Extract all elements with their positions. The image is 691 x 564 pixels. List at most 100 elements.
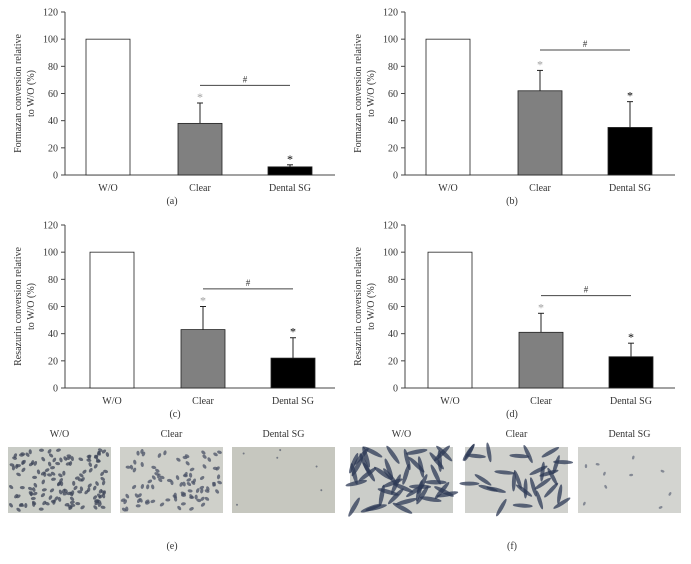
cell — [184, 454, 190, 459]
significance-star: * — [197, 90, 203, 104]
cell — [604, 484, 608, 489]
y-tick-label: 60 — [48, 89, 58, 100]
cell — [88, 462, 92, 467]
cell — [189, 495, 195, 500]
bar — [85, 38, 131, 176]
cell — [235, 503, 238, 506]
cell — [386, 445, 400, 464]
cell — [195, 488, 200, 493]
y-tick-label: 40 — [48, 329, 58, 340]
cell — [28, 462, 34, 467]
cell — [486, 486, 506, 493]
image-caption: Dental SG — [263, 429, 305, 440]
x-tick-label: Dental SG — [272, 396, 314, 407]
cell — [18, 502, 24, 507]
cell — [166, 478, 172, 483]
panel-label: (c) — [169, 409, 180, 420]
cell — [351, 456, 364, 477]
cell — [395, 498, 417, 506]
bar — [177, 122, 223, 176]
cell — [402, 463, 410, 485]
panel-label: (b) — [506, 196, 518, 207]
image-caption: W/O — [50, 429, 69, 440]
cell — [32, 475, 38, 479]
cell — [15, 464, 21, 468]
bar — [89, 251, 135, 389]
cell — [242, 452, 245, 455]
cell — [541, 446, 560, 458]
cell — [496, 498, 507, 517]
y-tick-label: 60 — [388, 302, 398, 313]
x-tick-label: Clear — [530, 396, 552, 407]
cell — [101, 480, 106, 486]
cell — [276, 456, 279, 459]
x-tick-label: W/O — [98, 183, 117, 194]
cell — [417, 456, 425, 478]
cell — [16, 472, 21, 477]
cell — [42, 500, 47, 506]
micrograph — [578, 447, 681, 513]
significance-star: * — [287, 152, 293, 166]
cell — [180, 502, 186, 506]
y-tick-label: 60 — [388, 89, 398, 100]
cell — [40, 493, 46, 498]
cell — [315, 465, 318, 468]
cell — [405, 448, 428, 455]
y-tick-label: 100 — [43, 248, 58, 259]
cell — [177, 505, 182, 511]
y-tick-label: 80 — [48, 275, 58, 286]
cell — [186, 478, 192, 482]
cell — [96, 450, 101, 456]
y-tick-label: 80 — [48, 62, 58, 73]
cell — [199, 485, 205, 490]
cell — [134, 493, 139, 498]
cell — [509, 453, 530, 459]
cell — [24, 503, 28, 509]
cell — [668, 492, 672, 496]
cell — [529, 477, 537, 497]
panel-label: (f) — [507, 541, 517, 552]
cell — [157, 453, 162, 458]
cell — [436, 445, 453, 462]
cell — [69, 500, 75, 505]
cell — [97, 448, 103, 452]
y-tick-label: 120 — [383, 8, 398, 19]
cell — [9, 484, 14, 490]
significance-star: * — [538, 300, 544, 314]
cell — [97, 502, 102, 507]
cell — [360, 503, 382, 513]
panel-label: (d) — [506, 409, 518, 420]
cell — [16, 494, 21, 499]
cell — [58, 489, 63, 495]
y-axis-label: to W/O (%) — [366, 70, 377, 117]
cell — [486, 442, 492, 463]
cell — [103, 469, 109, 474]
cell — [86, 458, 92, 462]
cell — [660, 469, 665, 473]
cell — [348, 497, 360, 517]
cell — [202, 454, 207, 459]
cell — [41, 488, 47, 492]
cell — [204, 489, 210, 493]
cell — [358, 467, 377, 482]
cell — [95, 458, 101, 463]
cell — [140, 484, 145, 489]
cell — [50, 466, 56, 470]
cell — [48, 495, 53, 500]
cell — [465, 453, 486, 459]
y-tick-label: 120 — [43, 221, 58, 232]
y-tick-label: 0 — [393, 171, 398, 182]
image-caption: Clear — [506, 429, 528, 440]
cell — [141, 451, 146, 457]
cell — [47, 473, 52, 477]
y-axis-label: Formazan conversion relative — [353, 34, 364, 153]
cell — [96, 499, 102, 504]
y-axis-label: to W/O (%) — [366, 283, 377, 330]
cell — [49, 488, 55, 493]
x-tick-label: Dental SG — [609, 183, 651, 194]
image-caption: Clear — [161, 429, 183, 440]
cell — [188, 472, 193, 478]
y-tick-label: 20 — [388, 143, 398, 154]
y-tick-label: 40 — [388, 116, 398, 127]
